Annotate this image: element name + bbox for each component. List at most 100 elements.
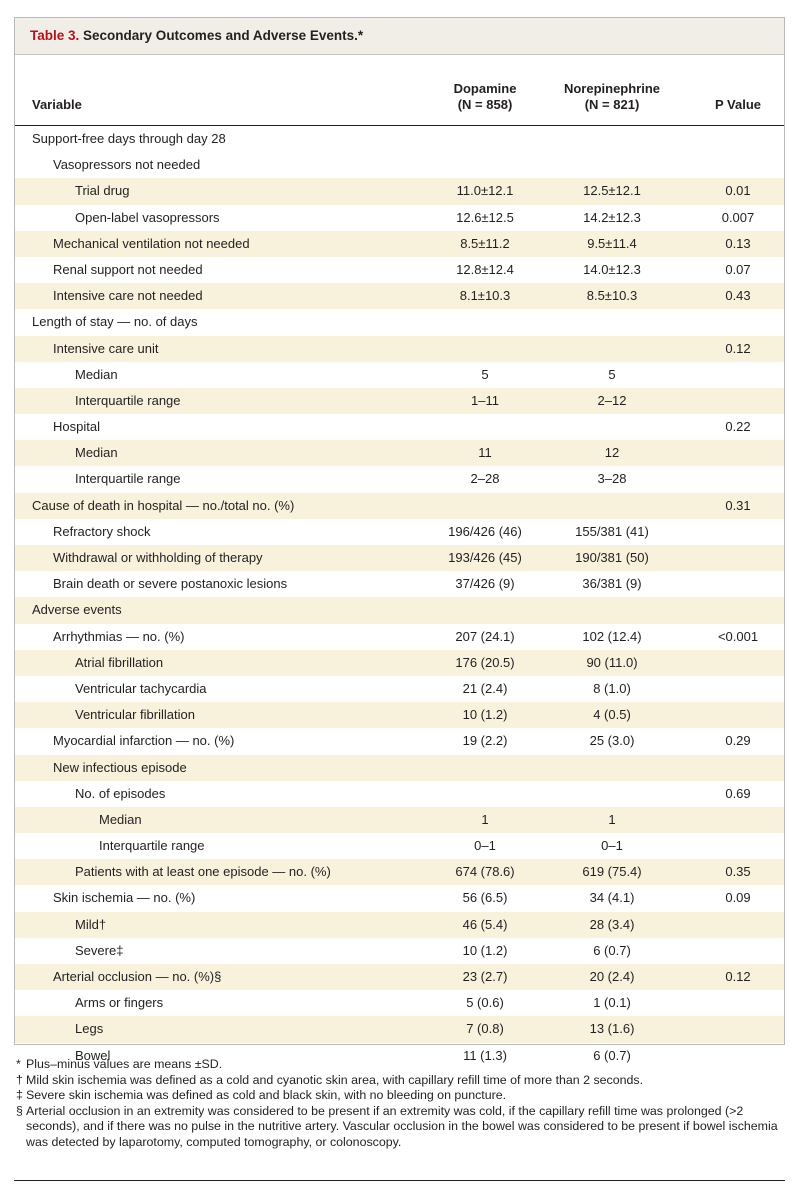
dopamine-value: 23 (2.7) [462,969,508,984]
norepinephrine-value: 2–12 [597,392,627,408]
p-value [688,309,788,335]
table-row: Myocardial infarction — no. (%) 19 (2.2) 2… [15,728,784,754]
norepinephrine-value [562,414,662,440]
table-row: Refractory shock 196/426 (46) 155/381 (41) [15,519,784,545]
header-norepinephrine: Norepinephrine (N = 821) [562,81,662,113]
p-value: <0.001 [717,628,759,644]
dopamine-value: 176 (20.5) [455,654,515,670]
table-row: Intensive care not needed 8.1±10.3 8.5±10.… [15,283,784,310]
p-value [688,152,788,178]
norepinephrine-value [562,781,662,807]
norepinephrine-value: 8 (1.0) [593,680,631,696]
footnote-text: Mild skin ischemia was defined as a cold… [26,1072,644,1087]
norepinephrine-value [562,597,662,623]
dopamine-value: 8.1±10.3 [459,288,511,304]
row-label: Withdrawal or withholding of therapy [53,550,263,565]
table-row: Support-free days through day 28 [15,126,784,152]
p-value [688,990,788,1016]
dopamine-value: 193/426 (45) [448,550,522,565]
table-row: Brain death or severe postanoxic lesions… [15,571,784,597]
row-label: Mechanical ventilation not needed [53,235,250,251]
table-row: Arrhythmias — no. (%) 207 (24.1) 102 (12.4… [15,624,784,650]
norepinephrine-value [562,493,662,519]
table-row: Interquartile range 0–1 0–1 [15,833,784,859]
header-variable: Variable [32,97,82,112]
row-label: Support-free days through day 28 [32,131,226,146]
norepinephrine-value: 12 [604,445,620,461]
footnote-mark: § [16,1103,23,1118]
norepinephrine-value: 14.2±12.3 [583,209,641,225]
table-row: No. of episodes 0.69 [15,781,784,807]
table-frame: Table 3. Secondary Outcomes and Adverse … [14,17,788,1063]
norepinephrine-value: 36/381 (9) [582,576,642,592]
header-norepinephrine-label: Norepinephrine [563,81,661,96]
table-number: Table 3. [30,28,80,43]
dopamine-value: 11 [478,445,492,461]
dopamine-value: 207 (24.1) [455,628,515,644]
row-label: Skin ischemia — no. (%) [53,890,196,906]
dopamine-value [435,126,535,152]
norepinephrine-value: 190/381 (50) [575,550,649,565]
dopamine-value: 12.8±12.4 [456,261,514,277]
dopamine-value [435,493,535,519]
header-norepinephrine-n: (N = 821) [584,97,640,112]
dopamine-value: 8.5±11.2 [460,235,510,251]
row-label: Length of stay — no. of days [32,314,198,330]
dopamine-value: 5 (0.6) [466,995,504,1011]
row-label: Intensive care unit [53,340,159,356]
norepinephrine-value [562,309,662,335]
norepinephrine-value: 20 (2.4) [589,969,635,984]
row-label: Interquartile range [75,471,181,487]
table-header: Variable Dopamine (N = 858) Norepinephri… [15,55,784,126]
table-row: Severe‡ 10 (1.2) 6 (0.7) [15,938,784,964]
table-row: Renal support not needed 12.8±12.4 14.0±12… [15,257,784,283]
footnote-text: Plus–minus values are means ±SD. [26,1057,223,1071]
norepinephrine-value: 5 [608,366,616,382]
dopamine-value: 37/426 (9) [455,576,515,592]
table-row: Median 5 5 [15,362,784,388]
row-label: Interquartile range [75,392,181,408]
table-row: Patients with at least one episode — no.… [15,859,784,886]
row-label: Mild† [75,916,107,932]
row-label: Median [75,366,118,382]
table-row: Median 1 1 [15,806,784,834]
p-value [688,807,788,833]
table-caption: Secondary Outcomes and Adverse Events.* [79,28,364,43]
norepinephrine-value: 6 (0.7) [593,1047,631,1063]
p-value: 0.69 [725,785,751,801]
dopamine-value [435,152,535,178]
table-row: Interquartile range 1–11 2–12 [15,387,784,415]
norepinephrine-value: 6 (0.7) [593,942,631,958]
p-value: 0.22 [725,419,751,435]
norepinephrine-value: 155/381 (41) [575,523,649,539]
p-value [688,519,788,545]
row-label: Adverse events [32,602,122,618]
table-row: Bowel 11 (1.3) 6 (0.7) [15,1043,784,1069]
table-row: Mechanical ventilation not needed 8.5±11.… [15,230,784,257]
p-value: 0.12 [725,969,751,984]
p-value: 0.07 [725,261,751,277]
row-label: Ventricular fibrillation [75,707,195,723]
dopamine-value: 19 (2.2) [462,733,508,749]
norepinephrine-value: 1 [608,811,616,827]
dopamine-value: 7 (0.8) [466,1021,504,1037]
norepinephrine-value [562,126,662,152]
row-label: Myocardial infarction — no. (%) [53,733,235,749]
row-label: Renal support not needed [53,261,203,277]
footnote-text: Arterial occlusion in an extremity was c… [26,1103,778,1149]
footnote-mark: † [16,1072,23,1087]
row-label: Arrhythmias — no. (%) [53,628,185,644]
p-value [688,126,788,152]
dopamine-value: 11.0±12.1 [456,183,514,199]
row-label: Bowel [75,1047,111,1063]
header-p-value: P Value [714,97,761,112]
dopamine-value: 674 (78.6) [455,864,515,880]
footnote-text: Severe skin ischemia was defined as cold… [26,1088,507,1103]
norepinephrine-value: 34 (4.1) [589,890,635,906]
row-label: Legs [75,1021,104,1037]
dopamine-value: 1–11 [471,392,499,408]
p-value [688,466,788,492]
dopamine-value: 0–1 [474,838,496,854]
row-label: Hospital [53,419,100,435]
bottom-rule [14,1180,785,1181]
